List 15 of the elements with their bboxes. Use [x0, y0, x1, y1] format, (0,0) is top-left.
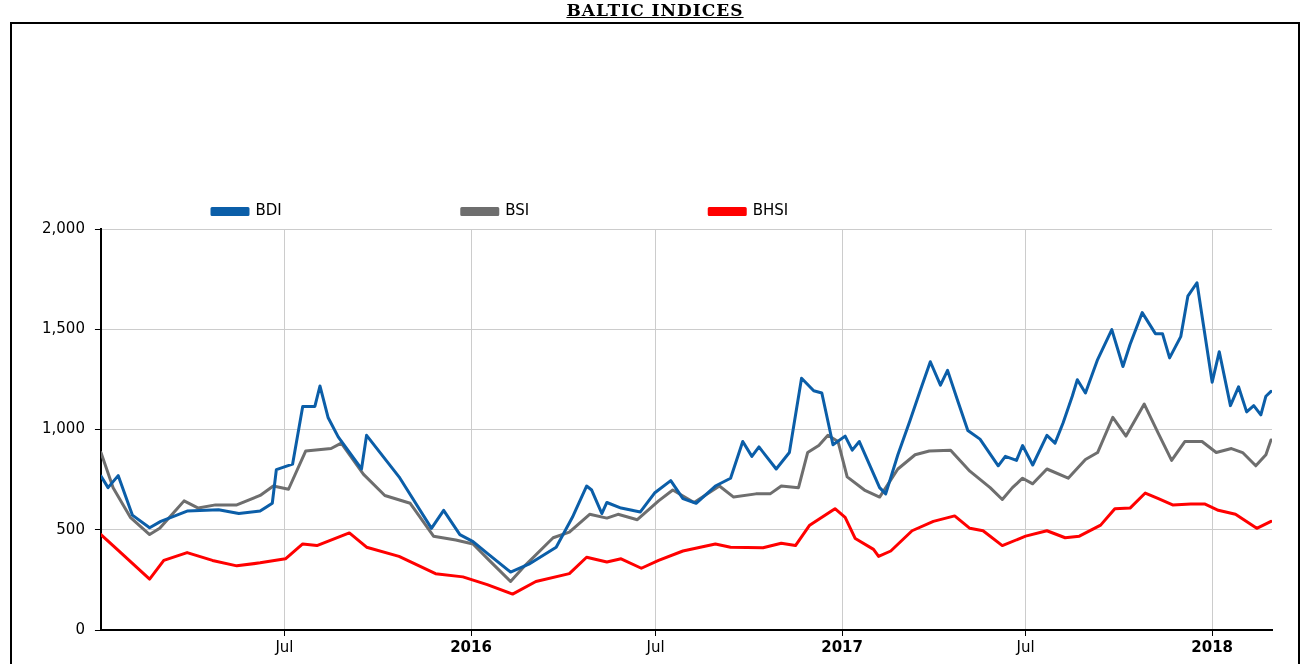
y-tick-label: 0 [75, 619, 85, 638]
y-tick-label: 2,000 [41, 218, 85, 237]
y-tick-label: 1,500 [41, 319, 85, 338]
x-tick-label: Jul [645, 637, 665, 656]
y-tick-label: 1,000 [41, 419, 85, 438]
y-tick-label: 500 [56, 519, 85, 538]
x-tick-label: Jul [274, 637, 294, 656]
x-tick-label: 2017 [821, 637, 863, 656]
x-tick-label: 2018 [1191, 637, 1234, 656]
x-tick-label: Jul [1015, 637, 1035, 656]
legend-label: BHSI [752, 201, 789, 220]
legend-label: BSI [505, 201, 530, 220]
legend-label: BDI [255, 201, 282, 220]
x-tick-label: 2016 [450, 637, 492, 656]
chart-title: BALTIC INDICES [565, 0, 745, 22]
